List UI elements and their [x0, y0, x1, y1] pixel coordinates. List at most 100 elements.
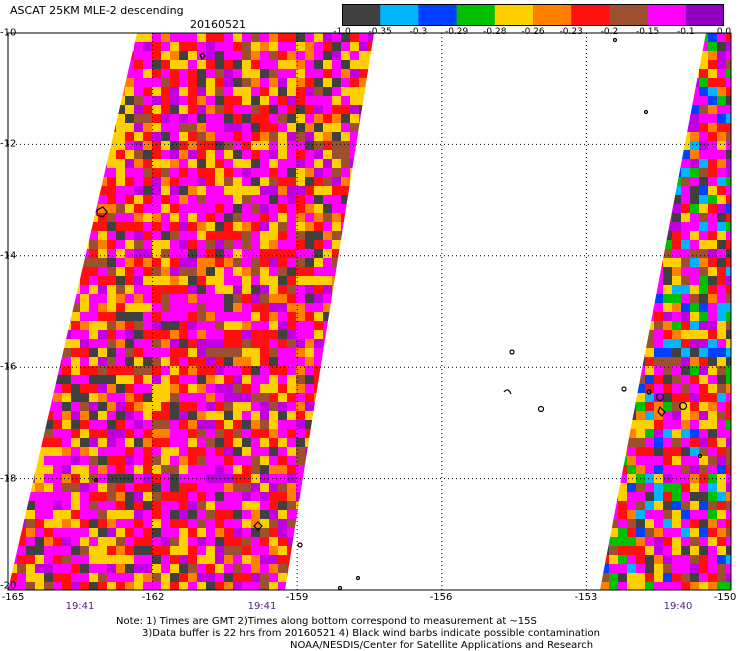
swath-cell: [287, 78, 296, 87]
swath-cell: [161, 537, 170, 546]
swath-cell: [197, 33, 206, 42]
swath-cell: [35, 564, 44, 573]
swath-cell: [62, 375, 71, 384]
swath-cell: [260, 393, 269, 402]
swath-cell: [690, 366, 699, 375]
swath-cell: [663, 249, 672, 258]
swath-cell: [134, 402, 143, 411]
swath-cell: [143, 33, 152, 42]
swath-cell: [188, 186, 197, 195]
swath-cell: [681, 411, 690, 420]
swath-cell: [179, 267, 188, 276]
swath-cell: [708, 258, 717, 267]
swath-cell: [188, 573, 197, 582]
swath-cell: [89, 447, 98, 456]
swath-cell: [636, 384, 645, 393]
swath-cell: [717, 168, 726, 177]
swath-cell: [251, 429, 260, 438]
swath-cell: [609, 582, 618, 590]
swath-cell: [251, 528, 260, 537]
swath-cell: [323, 249, 332, 258]
swath-cell: [71, 357, 80, 366]
swath-cell: [98, 276, 107, 285]
swath-cell: [269, 564, 278, 573]
swath-cell: [287, 213, 296, 222]
swath-cell: [125, 438, 134, 447]
swath-cell: [287, 231, 296, 240]
swath-cell: [197, 276, 206, 285]
swath-cell: [143, 294, 152, 303]
swath-cell: [717, 573, 726, 582]
swath-cell: [708, 159, 717, 168]
swath-cell: [690, 411, 699, 420]
swath-cell: [251, 339, 260, 348]
swath-cell: [332, 168, 341, 177]
swath-cell: [53, 573, 62, 582]
swath-cell: [188, 51, 197, 60]
swath-cell: [143, 96, 152, 105]
swath-cell: [242, 105, 251, 114]
swath-cell: [179, 87, 188, 96]
swath-cell: [215, 465, 224, 474]
swath-cell: [161, 159, 170, 168]
swath-cell: [699, 348, 708, 357]
swath-cell: [681, 483, 690, 492]
swath-cell: [287, 438, 296, 447]
swath-cell: [278, 510, 287, 519]
swath-cell: [726, 447, 731, 456]
swath-cell: [699, 384, 708, 393]
swath-cell: [690, 429, 699, 438]
swath-cell: [206, 123, 215, 132]
swath-cell: [296, 348, 305, 357]
swath-cell: [116, 186, 125, 195]
swath-cell: [107, 582, 116, 590]
swath-cell: [224, 555, 233, 564]
swath-cell: [143, 456, 152, 465]
swath-cell: [188, 501, 197, 510]
swath-cell: [296, 411, 305, 420]
swath-cell: [107, 195, 116, 204]
swath-cell: [296, 393, 305, 402]
swath-cell: [645, 330, 654, 339]
swath-cell: [672, 303, 681, 312]
swath-cell: [314, 105, 323, 114]
colorbar-label: -1.0: [333, 27, 351, 37]
swath-cell: [197, 78, 206, 87]
swath-cell: [116, 402, 125, 411]
swath-cell: [726, 420, 731, 429]
swath-cell: [53, 474, 62, 483]
swath-cell: [89, 438, 98, 447]
swath-cell: [134, 69, 143, 78]
swath-cell: [672, 213, 681, 222]
swath-cell: [609, 564, 618, 573]
swath-cell: [89, 492, 98, 501]
swath-cell: [690, 546, 699, 555]
swath-cell: [206, 312, 215, 321]
swath-cell: [305, 249, 314, 258]
swath-cell: [314, 267, 323, 276]
swath-cell: [161, 519, 170, 528]
swath-cell: [206, 384, 215, 393]
swath-cell: [116, 303, 125, 312]
swath-cell: [206, 447, 215, 456]
swath-cell: [71, 411, 80, 420]
swath-cell: [690, 555, 699, 564]
swath-cell: [681, 465, 690, 474]
swath-cell: [260, 51, 269, 60]
swath-cell: [224, 222, 233, 231]
swath-cell: [278, 357, 287, 366]
swath-cell: [62, 456, 71, 465]
lat-label: -12: [0, 138, 17, 150]
swath-cell: [161, 285, 170, 294]
swath-cell: [179, 123, 188, 132]
swath-cell: [726, 384, 731, 393]
swath-cell: [107, 222, 116, 231]
swath-cell: [125, 276, 134, 285]
swath-cell: [681, 150, 690, 159]
swath-cell: [663, 330, 672, 339]
swath-cell: [26, 546, 35, 555]
swath-cell: [296, 159, 305, 168]
swath-cell: [134, 519, 143, 528]
swath-cell: [206, 177, 215, 186]
swath-cell: [708, 303, 717, 312]
